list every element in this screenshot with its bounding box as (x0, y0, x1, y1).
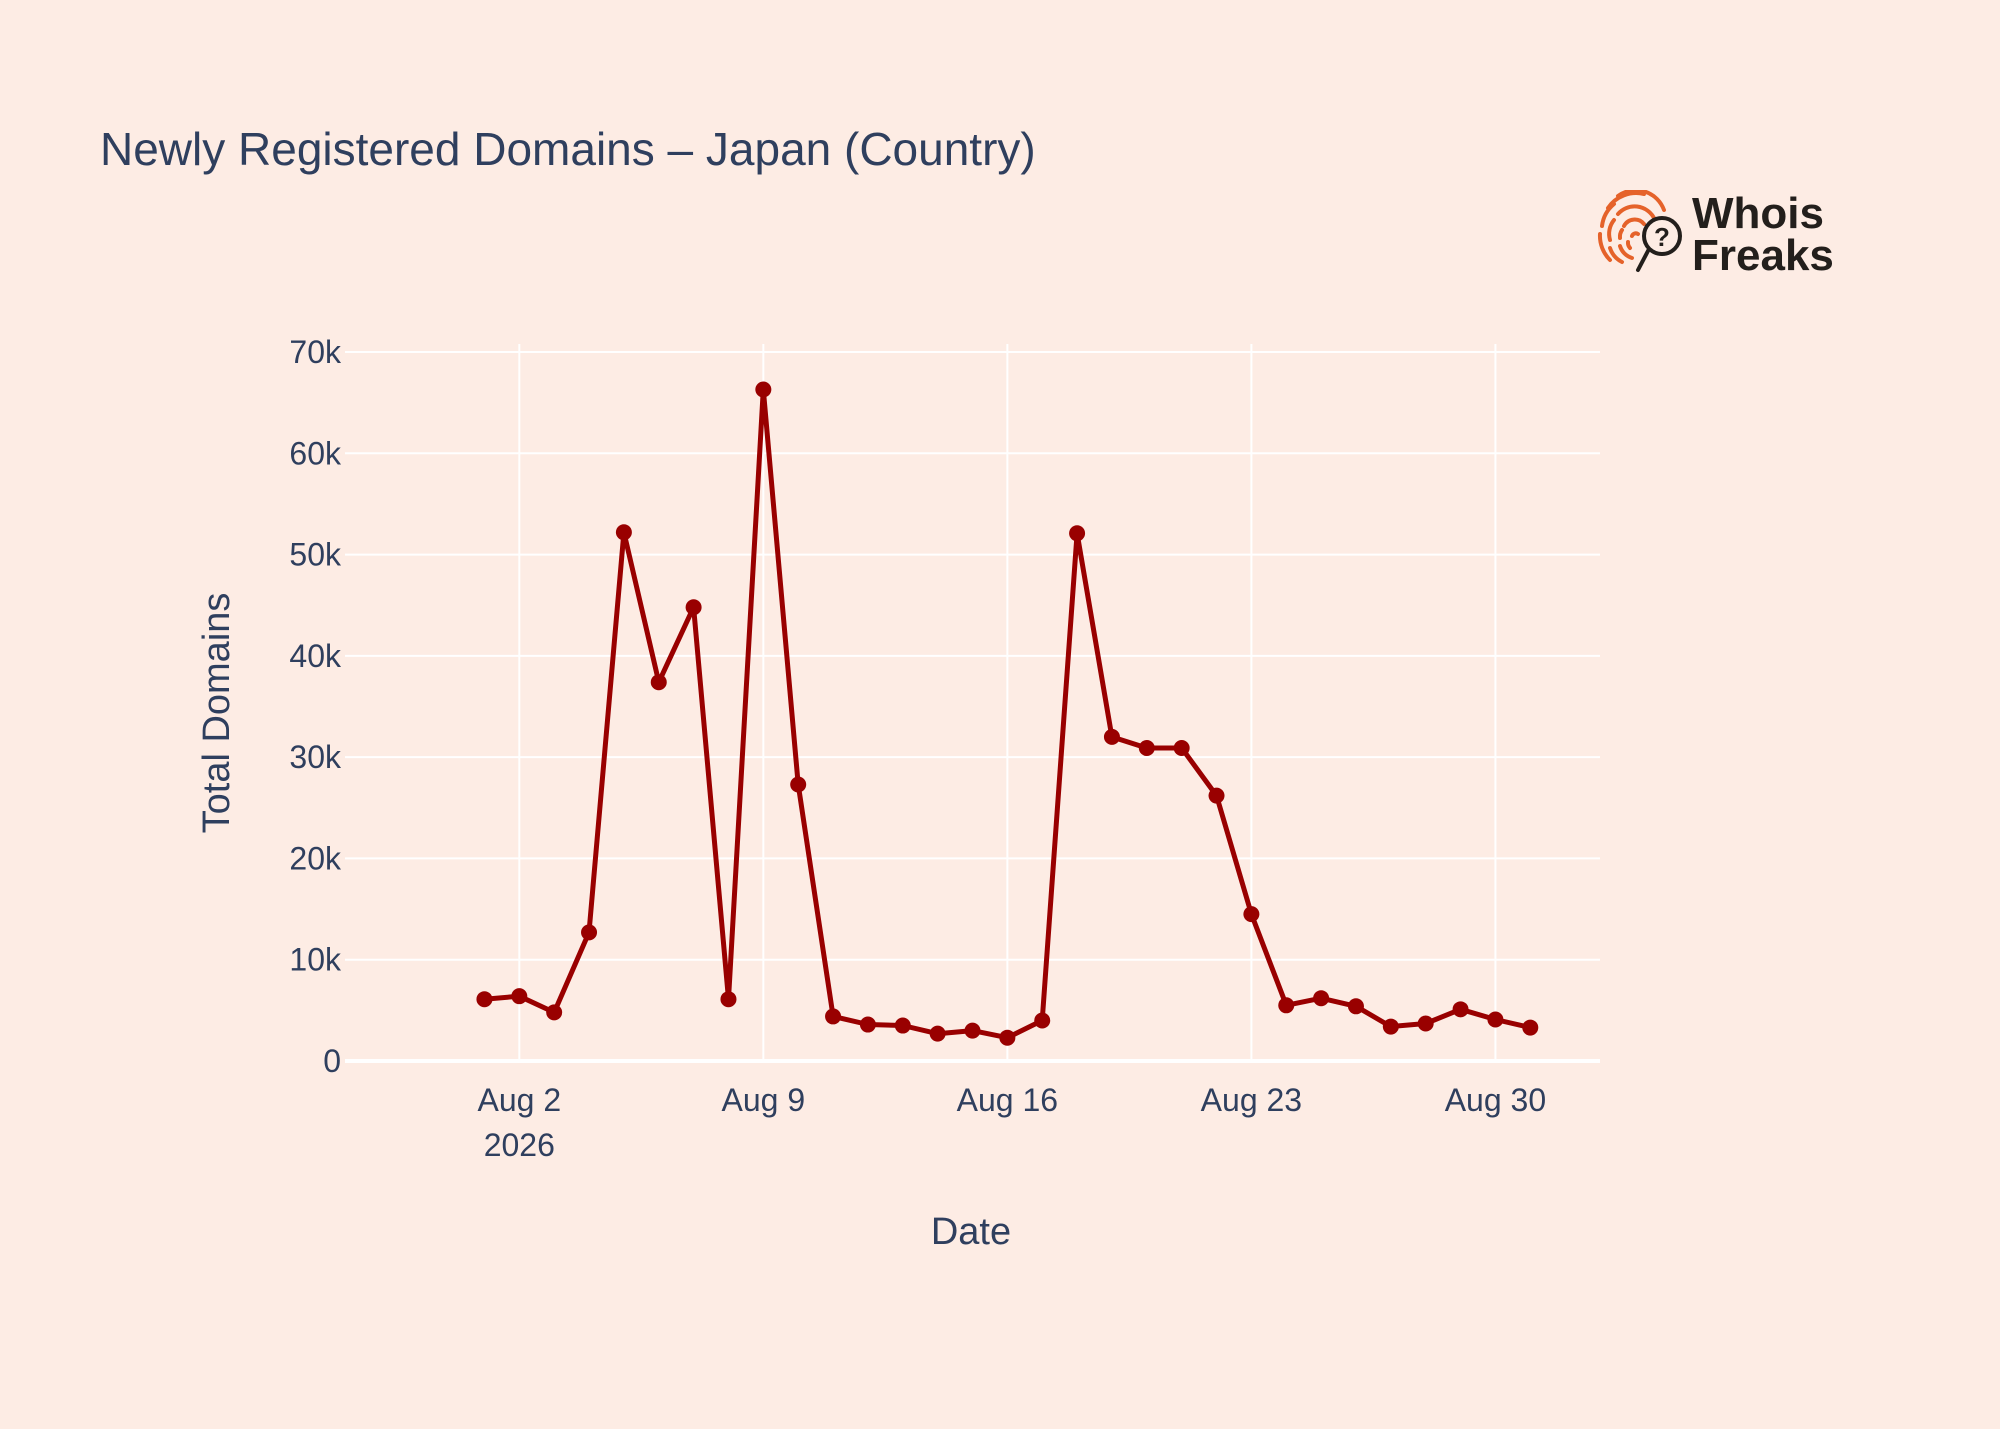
data-point (685, 599, 702, 616)
x-tick-label: Aug 9 (722, 1082, 806, 1118)
data-point (1138, 740, 1155, 757)
x-tick-label: Aug 16 (957, 1082, 1058, 1118)
data-point (929, 1025, 946, 1042)
x-tick-label: Aug 23 (1201, 1082, 1302, 1118)
data-point (476, 991, 493, 1008)
data-point (999, 1029, 1016, 1046)
svg-text:?: ? (1654, 222, 1670, 252)
whoisfreaks-logo: ? Whois Freaks (1596, 188, 1856, 280)
axes: 0 10k 20k 30k 40k 50k 60k 70k Aug 2 2026 Aug 9 Aug … (289, 334, 1546, 1163)
data-series (476, 381, 1539, 1046)
data-point (1069, 525, 1086, 542)
x-tick-label: Aug 30 (1445, 1082, 1546, 1118)
y-tick-label: 70k (289, 334, 342, 370)
data-point (894, 1017, 911, 1034)
y-tick-label: 0 (323, 1043, 341, 1079)
data-point (1034, 1012, 1051, 1029)
data-point (1313, 990, 1330, 1007)
data-point (1173, 740, 1190, 757)
data-point (825, 1008, 842, 1025)
data-point (1243, 906, 1260, 923)
data-point (1278, 997, 1295, 1014)
data-point (615, 524, 632, 541)
data-point (964, 1022, 981, 1039)
grid-lines (345, 344, 1600, 1063)
data-point (1208, 787, 1225, 804)
data-point (859, 1016, 876, 1033)
data-point (1417, 1015, 1434, 1032)
y-tick-label: 30k (289, 739, 342, 775)
y-tick-label: 10k (289, 942, 342, 978)
data-point (1382, 1018, 1399, 1035)
data-point (1103, 728, 1120, 745)
y-tick-label: 60k (289, 435, 342, 471)
logo-text-whois: Whois (1692, 190, 1824, 238)
data-point (790, 776, 807, 793)
x-tick-sublabel: 2026 (484, 1127, 555, 1163)
data-point (1347, 998, 1364, 1015)
x-tick-label: Aug 2 (477, 1082, 561, 1118)
chart-title: Newly Registered Domains – Japan (Countr… (100, 123, 1036, 175)
y-tick-label: 20k (289, 840, 342, 876)
data-point (581, 924, 598, 941)
y-axis-title: Total Domains (196, 593, 238, 834)
data-point (650, 674, 667, 691)
data-point (720, 991, 737, 1008)
x-axis-title: Date (931, 1211, 1011, 1253)
data-point (1522, 1019, 1539, 1036)
data-point (546, 1004, 563, 1021)
logo-text-freaks: Freaks (1692, 231, 1834, 280)
y-tick-label: 50k (289, 537, 342, 573)
data-point (1487, 1011, 1504, 1028)
data-point (755, 381, 772, 398)
data-point (1452, 1001, 1469, 1018)
fingerprint-magnifier-icon: ? (1597, 188, 1682, 272)
data-point (511, 988, 528, 1005)
y-tick-label: 40k (289, 638, 342, 674)
